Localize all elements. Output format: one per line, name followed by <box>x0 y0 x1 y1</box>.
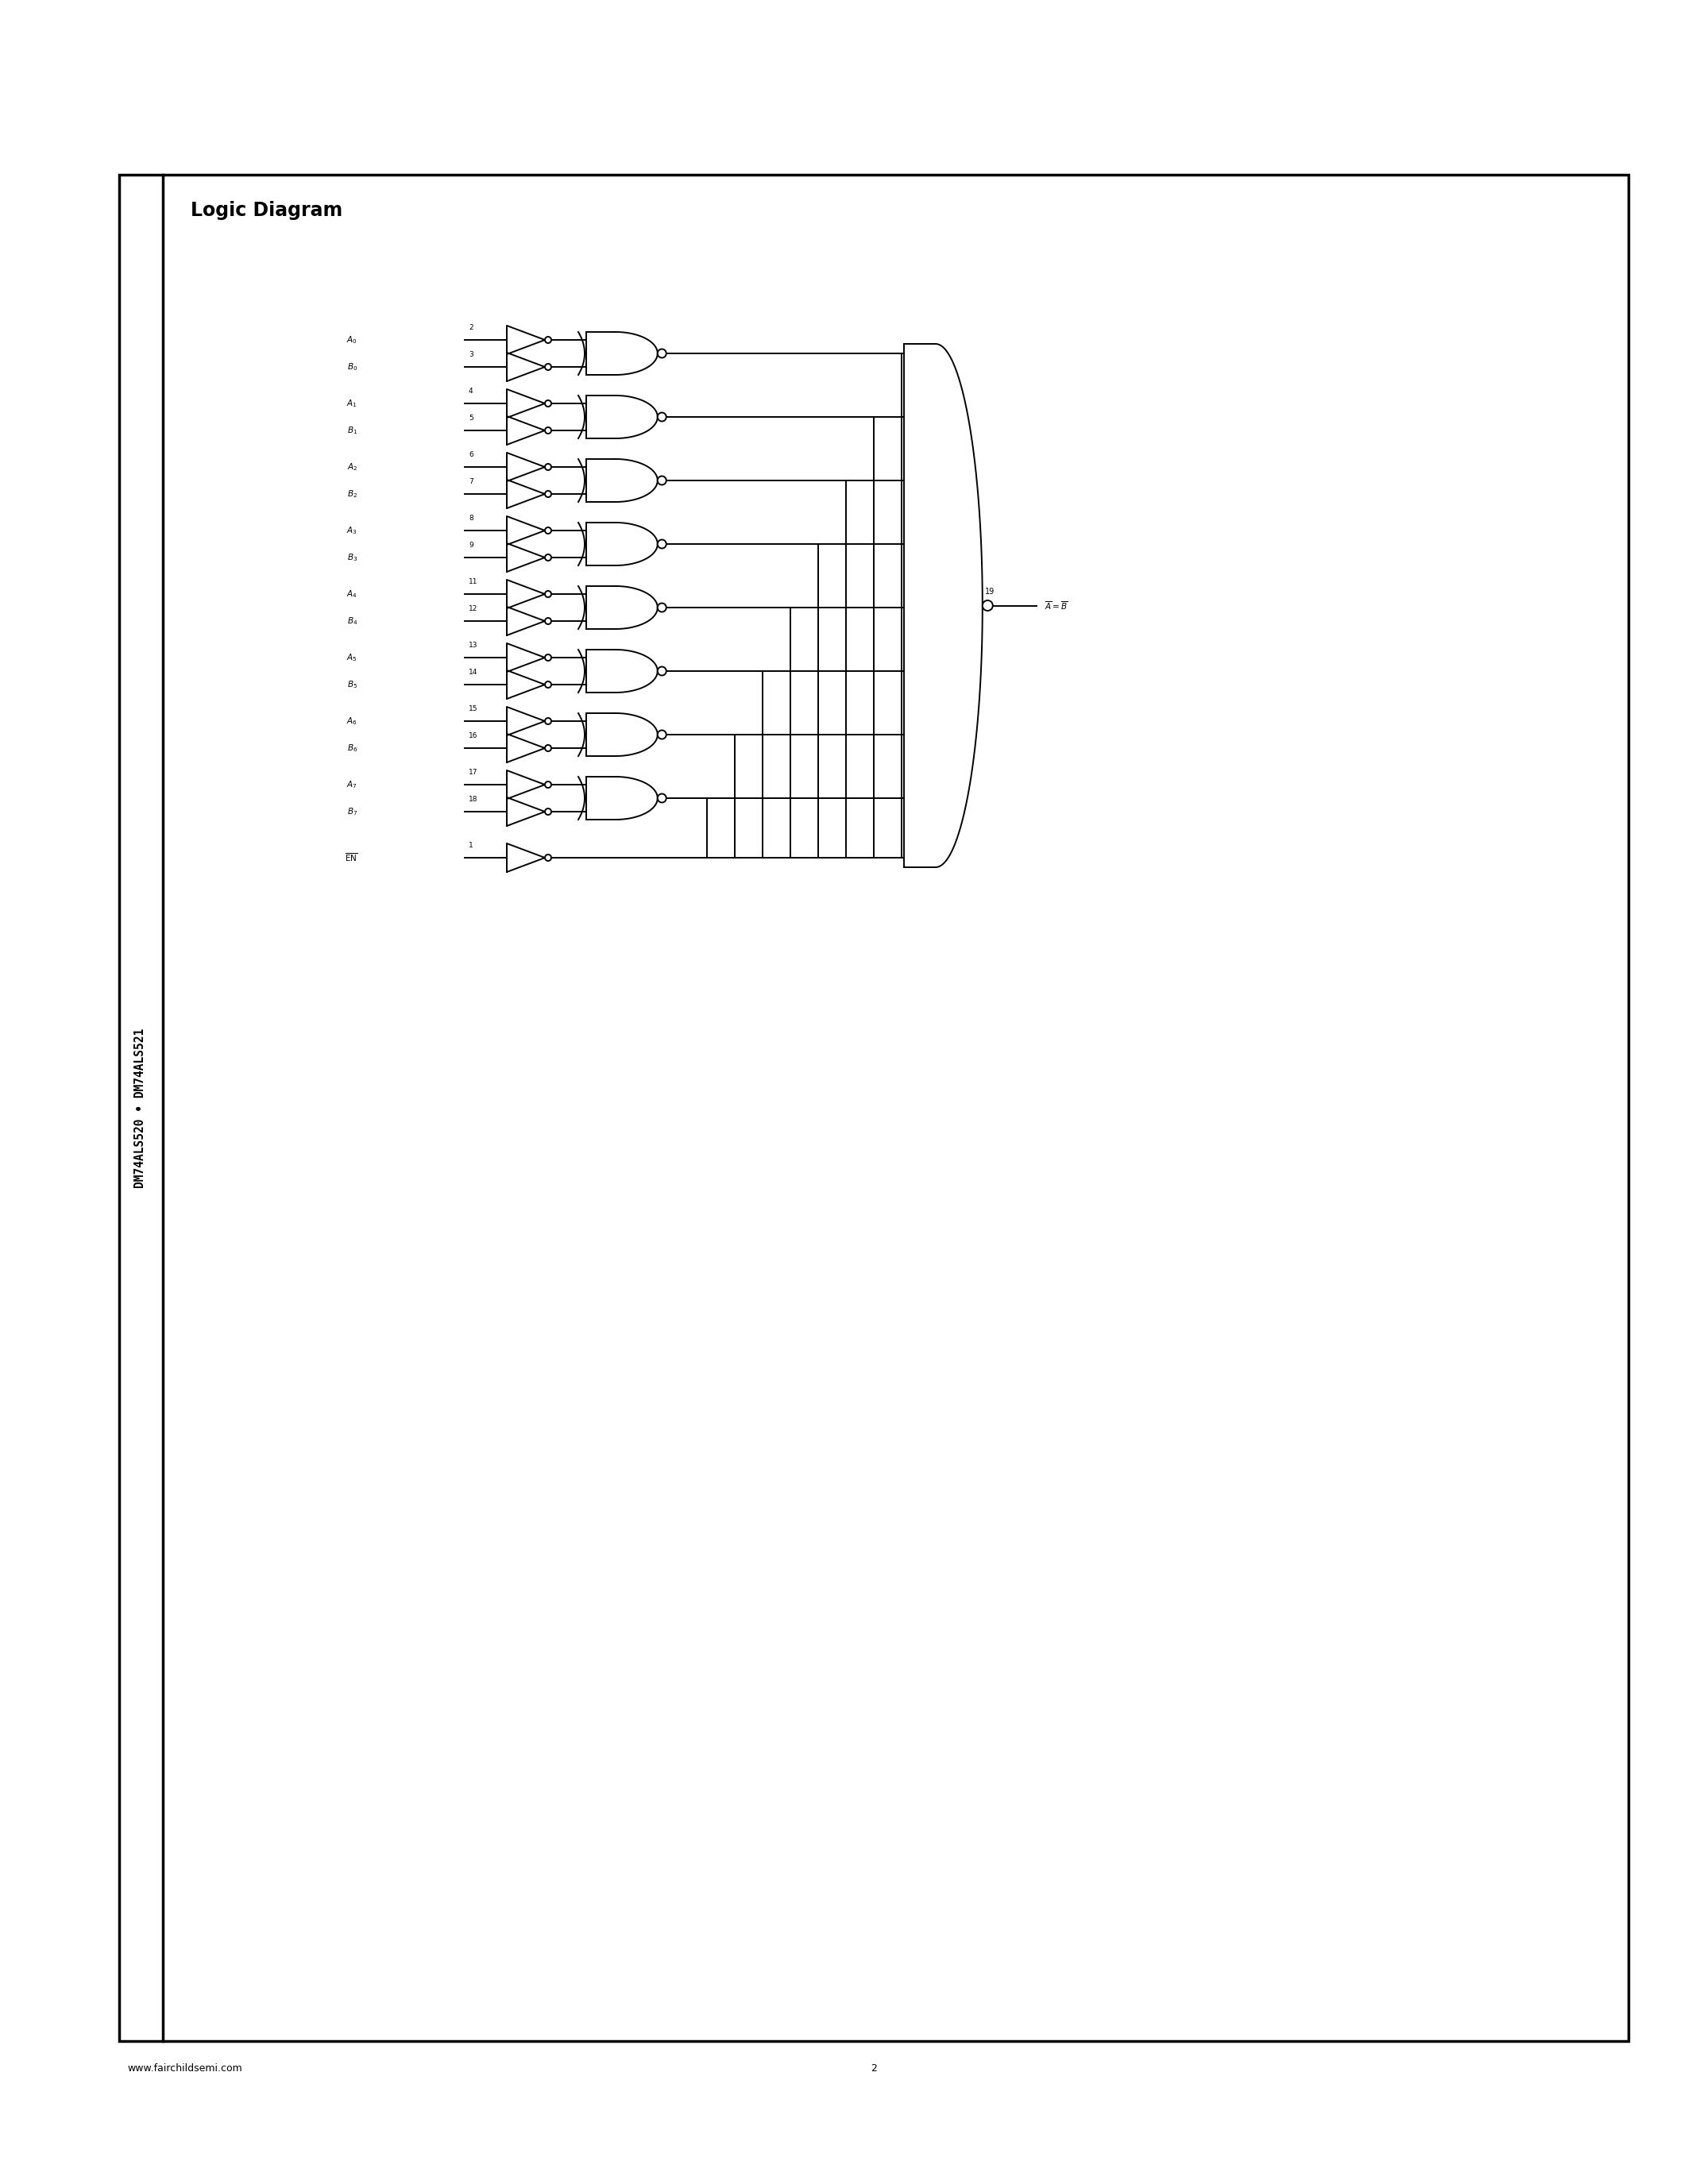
Circle shape <box>545 655 552 662</box>
Bar <box>120 175 1629 2042</box>
Text: 1: 1 <box>469 841 473 850</box>
Circle shape <box>982 601 993 612</box>
Text: $A_{1}$: $A_{1}$ <box>346 397 358 408</box>
Text: 18: 18 <box>469 795 478 804</box>
Circle shape <box>545 336 552 343</box>
Circle shape <box>545 681 552 688</box>
Text: 16: 16 <box>469 732 478 740</box>
Text: $\overline{A} = \overline{B}$: $\overline{A} = \overline{B}$ <box>1045 601 1069 612</box>
Text: 11: 11 <box>469 579 478 585</box>
Text: www.fairchildsemi.com: www.fairchildsemi.com <box>127 2064 241 2075</box>
Text: 15: 15 <box>469 705 478 712</box>
Text: $A_{2}$: $A_{2}$ <box>346 461 358 472</box>
Circle shape <box>658 729 667 738</box>
Text: 17: 17 <box>469 769 478 775</box>
Circle shape <box>545 745 552 751</box>
Text: DM74ALS520 • DM74ALS521: DM74ALS520 • DM74ALS521 <box>135 1029 147 1188</box>
Circle shape <box>545 592 552 596</box>
Text: 2: 2 <box>469 323 473 332</box>
Text: 3: 3 <box>469 352 473 358</box>
Circle shape <box>545 526 552 533</box>
Circle shape <box>545 463 552 470</box>
Text: 5: 5 <box>469 415 473 422</box>
Text: $A_{7}$: $A_{7}$ <box>346 780 358 791</box>
Text: $B_{2}$: $B_{2}$ <box>348 489 358 500</box>
Circle shape <box>658 413 667 422</box>
Text: $B_{7}$: $B_{7}$ <box>348 806 358 817</box>
Circle shape <box>545 719 552 725</box>
Text: Logic Diagram: Logic Diagram <box>191 201 343 221</box>
Text: 8: 8 <box>469 515 473 522</box>
Text: $B_{3}$: $B_{3}$ <box>348 553 358 563</box>
Circle shape <box>545 618 552 625</box>
Text: 12: 12 <box>469 605 478 612</box>
Circle shape <box>545 782 552 788</box>
Circle shape <box>658 349 667 358</box>
Text: $B_{4}$: $B_{4}$ <box>348 616 358 627</box>
Text: $A_{5}$: $A_{5}$ <box>346 653 358 664</box>
Text: 6: 6 <box>469 452 473 459</box>
Text: 7: 7 <box>469 478 473 485</box>
Text: $A_{0}$: $A_{0}$ <box>346 334 358 345</box>
Text: $B_{5}$: $B_{5}$ <box>348 679 358 690</box>
Circle shape <box>545 365 552 369</box>
Text: 4: 4 <box>469 387 473 395</box>
Text: 2: 2 <box>871 2064 878 2075</box>
Circle shape <box>545 555 552 561</box>
Text: $A_{3}$: $A_{3}$ <box>346 524 358 535</box>
Circle shape <box>658 666 667 675</box>
Text: $A_{4}$: $A_{4}$ <box>346 587 358 601</box>
Circle shape <box>545 428 552 435</box>
Circle shape <box>545 808 552 815</box>
Text: $B_{6}$: $B_{6}$ <box>348 743 358 753</box>
Text: $B_{1}$: $B_{1}$ <box>348 426 358 437</box>
Circle shape <box>658 476 667 485</box>
Text: $B_{0}$: $B_{0}$ <box>348 360 358 373</box>
Text: 13: 13 <box>469 642 478 649</box>
Text: 19: 19 <box>986 587 994 596</box>
Text: 9: 9 <box>469 542 473 548</box>
Circle shape <box>658 539 667 548</box>
Circle shape <box>545 854 552 860</box>
Text: $A_{6}$: $A_{6}$ <box>346 716 358 727</box>
Circle shape <box>545 400 552 406</box>
Text: $\overline{\mathrm{EN}}$: $\overline{\mathrm{EN}}$ <box>344 852 358 863</box>
Text: 14: 14 <box>469 668 478 675</box>
Circle shape <box>545 491 552 498</box>
Circle shape <box>658 793 667 802</box>
Circle shape <box>658 603 667 612</box>
